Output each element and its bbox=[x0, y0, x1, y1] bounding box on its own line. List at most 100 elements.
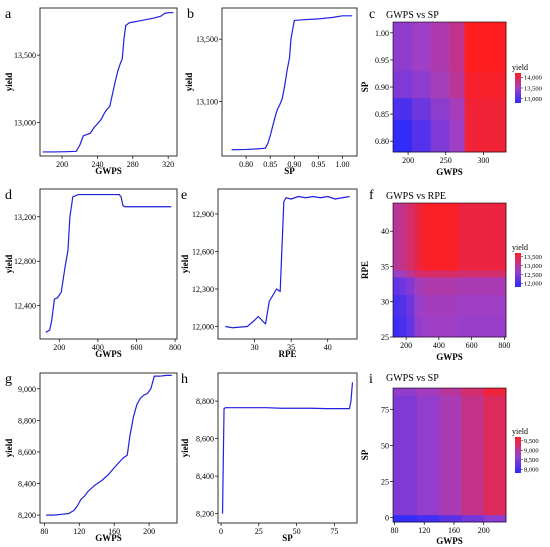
marks-a: 200 240 280 320 13,000 13,500 bbox=[14, 12, 174, 169]
panel-letter-c: c bbox=[369, 7, 375, 22]
colorbar-tick-label-f: 12,500 bbox=[524, 272, 542, 279]
x-tick-label-c: 200 bbox=[402, 156, 414, 165]
y-tick-label-d: 13,200 bbox=[14, 213, 36, 222]
plot-frame-a bbox=[39, 7, 178, 157]
heatmap-cell-f bbox=[414, 294, 423, 317]
heatmap-cell-f bbox=[399, 294, 407, 317]
axes-f: 200 400 600 800 25 30 35 40 bbox=[381, 227, 510, 350]
heatmap-cell-f bbox=[399, 270, 407, 278]
x-tick-label-f: 200 bbox=[400, 341, 412, 350]
x-tick-label-a: 320 bbox=[162, 160, 174, 169]
x-tick-label-h: 50 bbox=[293, 527, 301, 536]
x-tick-label-g: 120 bbox=[73, 527, 85, 536]
y-axis-label-d: yield bbox=[4, 255, 14, 274]
x-axis-label-g: GWPS bbox=[95, 533, 122, 543]
y-axis-label-f: RPE bbox=[360, 261, 370, 279]
y-tick-label-g: 8,200 bbox=[18, 511, 36, 520]
x-tick-label-c: 300 bbox=[477, 156, 489, 165]
heatmap-cell-f bbox=[422, 203, 459, 271]
colorbar-tick-label-f: 13,500 bbox=[524, 254, 542, 261]
x-tick-label-b: 0.90 bbox=[287, 160, 301, 169]
colorbar-tick-label-i: 8,500 bbox=[524, 457, 539, 464]
heatmap-cell-f bbox=[393, 315, 400, 338]
heatmap-cell-f bbox=[406, 203, 415, 271]
marks-b: 0.80 0.85 0.90 0.95 1.00 13,100 13,500 bbox=[196, 15, 353, 169]
heatmap-cell-f bbox=[414, 315, 423, 338]
heatmap-cell-c bbox=[430, 97, 450, 120]
heatmap-cell-c bbox=[464, 97, 507, 120]
heatmap-cell-i bbox=[483, 388, 507, 396]
x-tick-label-i: 160 bbox=[448, 526, 460, 535]
x-axis-label-f: GWPS bbox=[436, 352, 463, 362]
x-tick-label-i: 200 bbox=[478, 526, 490, 535]
x-axis-label-d: GWPS bbox=[95, 349, 122, 359]
heatmap-cell-c bbox=[411, 70, 432, 99]
panel-letter-a: a bbox=[5, 7, 12, 22]
series-line-d bbox=[45, 193, 172, 333]
heatmap-cell-f bbox=[458, 315, 507, 338]
x-tick-label-h: 75 bbox=[330, 527, 338, 536]
heatmap-cell-f bbox=[458, 277, 507, 296]
panel-b: b 0.80 0.85 0.90 0.95 1.00 13,100 13,500 SP yi… bbox=[184, 7, 358, 176]
plot-frame-b bbox=[221, 7, 358, 157]
x-tick-label-h: 0 bbox=[219, 527, 223, 536]
y-tick-label-d: 12,400 bbox=[14, 302, 36, 311]
x-axis-label-e: RPE bbox=[279, 349, 297, 359]
heatmap-cells-i bbox=[393, 388, 507, 523]
heatmap-cell-c bbox=[393, 70, 413, 99]
heatmap-cell-i bbox=[483, 395, 507, 516]
colorbar-c bbox=[515, 73, 521, 103]
y-tick-label-f: 40 bbox=[381, 227, 389, 236]
y-tick-label-f: 35 bbox=[381, 262, 389, 271]
y-tick-label-a: 13,500 bbox=[14, 51, 36, 60]
heatmap-cell-f bbox=[399, 315, 407, 338]
series-line-h bbox=[221, 382, 354, 514]
x-tick-label-g: 80 bbox=[40, 527, 48, 536]
x-tick-label-i: 80 bbox=[390, 526, 398, 535]
panel-d: d 200 400 600 800 12,400 12,800 13,200 GWPS yi… bbox=[4, 188, 181, 359]
panel-c: c GWPS vs SP 200 250 300 0.80 0.85 0.90 0.95 1.… bbox=[360, 7, 542, 177]
heatmap-cell-f bbox=[406, 294, 415, 317]
x-tick-label-e: 35 bbox=[287, 343, 295, 352]
heatmap-cells-c bbox=[393, 22, 507, 153]
heatmap-cell-i bbox=[393, 514, 418, 523]
heatmap-cell-c bbox=[449, 22, 465, 72]
y-axis-label-h: yield bbox=[180, 439, 190, 458]
panel-letter-g: g bbox=[5, 372, 12, 387]
colorbar-tick-label-c: 13,500 bbox=[524, 85, 542, 92]
y-tick-label-h: 8,200 bbox=[196, 510, 214, 519]
heatmap-cell-i bbox=[483, 514, 507, 523]
x-tick-label-c: 250 bbox=[440, 156, 452, 165]
heatmap-cell-f bbox=[458, 203, 507, 271]
y-tick-label-i: 0 bbox=[385, 514, 389, 523]
heatmap-cell-c bbox=[464, 70, 507, 99]
heatmap-cell-f bbox=[458, 270, 507, 278]
x-tick-label-g: 160 bbox=[108, 527, 120, 536]
marks-e: 30 35 40 12,000 12,300 12,600 12,900 bbox=[192, 195, 350, 352]
panel-a: a 200 240 280 320 13,000 13,500 GWPS yield bbox=[4, 7, 178, 176]
heatmap-cell-c bbox=[464, 119, 507, 153]
y-tick-label-g: 8,600 bbox=[18, 448, 36, 457]
heatmap-cell-i bbox=[416, 395, 440, 516]
heatmap-cell-i bbox=[439, 395, 462, 516]
heatmap-cell-f bbox=[414, 203, 423, 271]
y-tick-label-c: 0.90 bbox=[375, 83, 389, 92]
plot-frame-d bbox=[39, 188, 178, 340]
colorbar-tick-label-i: 9,000 bbox=[524, 448, 539, 455]
y-tick-label-e: 12,000 bbox=[192, 323, 214, 332]
colorbar-i bbox=[515, 437, 521, 473]
y-axis-label-b: yield bbox=[184, 73, 194, 92]
colorbar-title-c: yield bbox=[512, 63, 528, 72]
y-tick-label-c: 0.80 bbox=[375, 137, 389, 146]
panel-g: g 80 120 160 200 8,200 8,400 8,600 8,800 9,000 G… bbox=[4, 372, 178, 543]
panel-letter-h: h bbox=[181, 372, 188, 387]
colorbar-tick-label-i: 8,000 bbox=[524, 467, 539, 474]
y-tick-label-g: 9,000 bbox=[18, 385, 36, 394]
x-tick-label-d: 200 bbox=[53, 343, 65, 352]
y-tick-label-h: 8,800 bbox=[196, 397, 214, 406]
plot-frame-f bbox=[392, 202, 507, 338]
heatmap-cell-i bbox=[461, 514, 485, 523]
y-tick-label-f: 30 bbox=[381, 298, 389, 307]
y-tick-label-d: 12,800 bbox=[14, 257, 36, 266]
